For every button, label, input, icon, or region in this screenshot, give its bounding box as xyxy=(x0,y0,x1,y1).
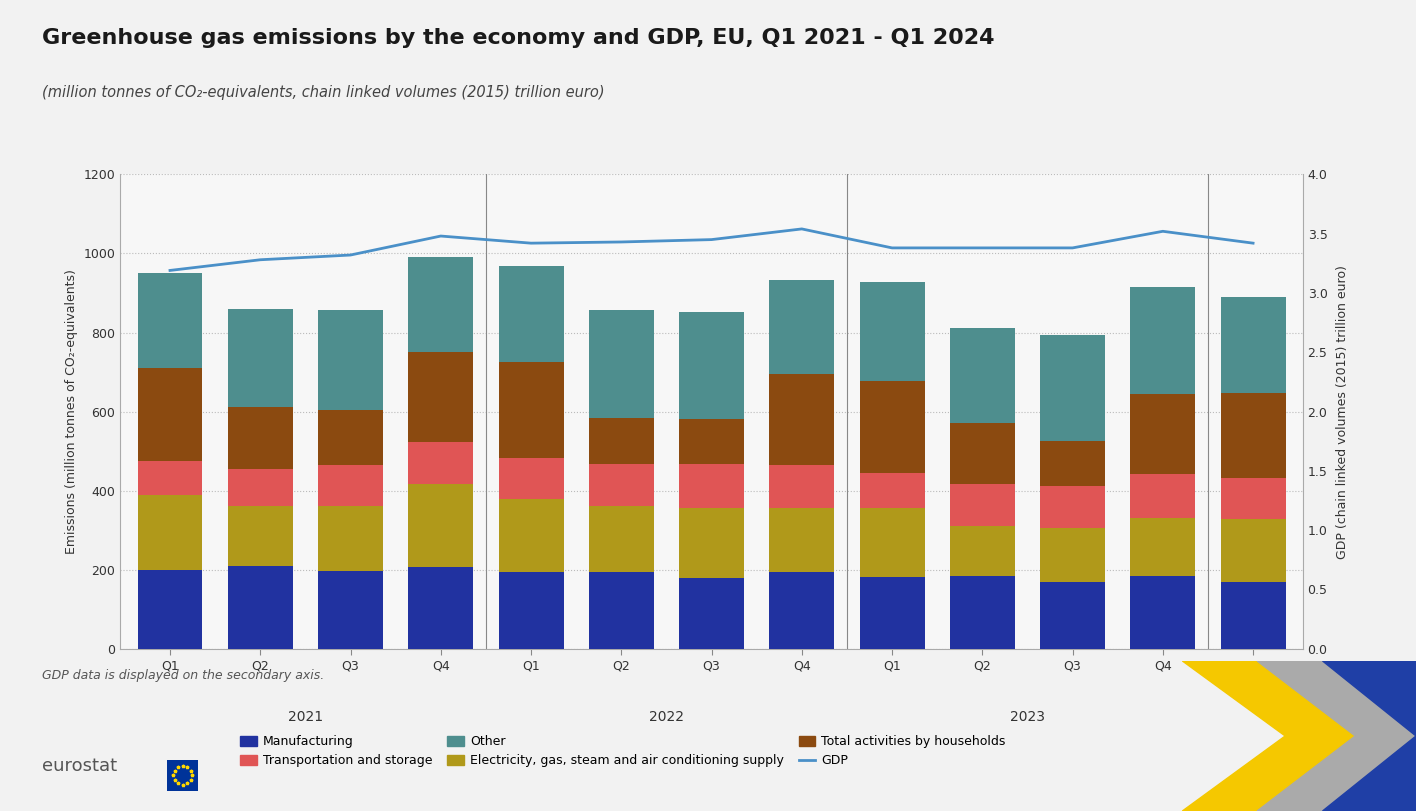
Bar xyxy=(319,310,382,410)
Bar xyxy=(408,352,473,443)
Bar xyxy=(769,508,834,573)
Bar xyxy=(860,473,925,508)
Y-axis label: GDP (chain linked volumes (2015) trillion euro): GDP (chain linked volumes (2015) trillio… xyxy=(1335,264,1349,559)
Polygon shape xyxy=(1257,661,1416,811)
Text: 2024: 2024 xyxy=(1236,710,1270,724)
Bar xyxy=(137,496,202,569)
Bar xyxy=(769,573,834,649)
Bar xyxy=(1130,287,1195,394)
Bar xyxy=(950,577,1015,649)
Bar xyxy=(228,566,293,649)
Bar xyxy=(319,506,382,571)
Text: 2021: 2021 xyxy=(287,710,323,724)
Bar xyxy=(408,256,473,352)
Bar xyxy=(589,310,654,418)
Bar xyxy=(408,567,473,649)
Bar xyxy=(1041,335,1104,441)
Text: GDP data is displayed on the secondary axis.: GDP data is displayed on the secondary a… xyxy=(42,669,324,682)
Bar xyxy=(498,499,564,572)
Bar xyxy=(498,267,564,363)
Bar xyxy=(1221,519,1286,581)
Text: 2022: 2022 xyxy=(649,710,684,724)
Bar xyxy=(498,458,564,499)
Bar xyxy=(589,572,654,649)
Bar xyxy=(319,571,382,649)
Bar xyxy=(860,381,925,473)
Bar xyxy=(498,363,564,458)
Bar xyxy=(680,464,743,508)
Bar xyxy=(589,464,654,506)
Bar xyxy=(769,374,834,466)
Bar xyxy=(680,311,743,419)
Text: (million tonnes of CO₂-equivalents, chain linked volumes (2015) trillion euro): (million tonnes of CO₂-equivalents, chai… xyxy=(42,85,605,100)
Text: 2023: 2023 xyxy=(1010,710,1045,724)
Bar xyxy=(950,484,1015,526)
Bar xyxy=(228,506,293,566)
Bar xyxy=(1041,528,1104,582)
Bar xyxy=(137,368,202,461)
Bar xyxy=(680,578,743,649)
Bar xyxy=(680,419,743,464)
Text: eurostat: eurostat xyxy=(42,757,118,775)
Bar xyxy=(950,328,1015,423)
Legend: Manufacturing, Transportation and storage, Other, Electricity, gas, steam and ai: Manufacturing, Transportation and storag… xyxy=(235,730,1011,772)
Bar xyxy=(1221,581,1286,649)
Bar xyxy=(228,309,293,407)
Bar xyxy=(1130,394,1195,474)
Bar xyxy=(1130,518,1195,577)
Bar xyxy=(137,272,202,368)
Bar xyxy=(408,484,473,567)
Bar xyxy=(228,469,293,506)
Bar xyxy=(860,508,925,577)
Bar xyxy=(860,577,925,649)
Bar xyxy=(950,423,1015,484)
Bar xyxy=(1221,298,1286,393)
Bar xyxy=(1221,393,1286,478)
Bar xyxy=(860,282,925,381)
Bar xyxy=(408,443,473,484)
Bar xyxy=(319,410,382,465)
Y-axis label: Emissions (million tonnes of CO₂-equivalents): Emissions (million tonnes of CO₂-equival… xyxy=(65,269,78,554)
Bar xyxy=(769,466,834,508)
Polygon shape xyxy=(1182,661,1416,811)
Bar xyxy=(137,569,202,649)
Bar xyxy=(1041,441,1104,486)
Bar xyxy=(769,280,834,374)
Polygon shape xyxy=(1323,661,1416,811)
Bar xyxy=(589,506,654,572)
Bar xyxy=(319,465,382,506)
Text: Greenhouse gas emissions by the economy and GDP, EU, Q1 2021 - Q1 2024: Greenhouse gas emissions by the economy … xyxy=(42,28,995,49)
Bar xyxy=(1041,582,1104,649)
Bar xyxy=(680,508,743,578)
Bar xyxy=(1130,577,1195,649)
Bar xyxy=(228,407,293,469)
Bar xyxy=(137,461,202,496)
Bar xyxy=(498,572,564,649)
Bar xyxy=(1130,474,1195,518)
Bar xyxy=(1041,486,1104,528)
Bar xyxy=(1221,478,1286,519)
Bar xyxy=(589,418,654,464)
Bar xyxy=(950,526,1015,577)
